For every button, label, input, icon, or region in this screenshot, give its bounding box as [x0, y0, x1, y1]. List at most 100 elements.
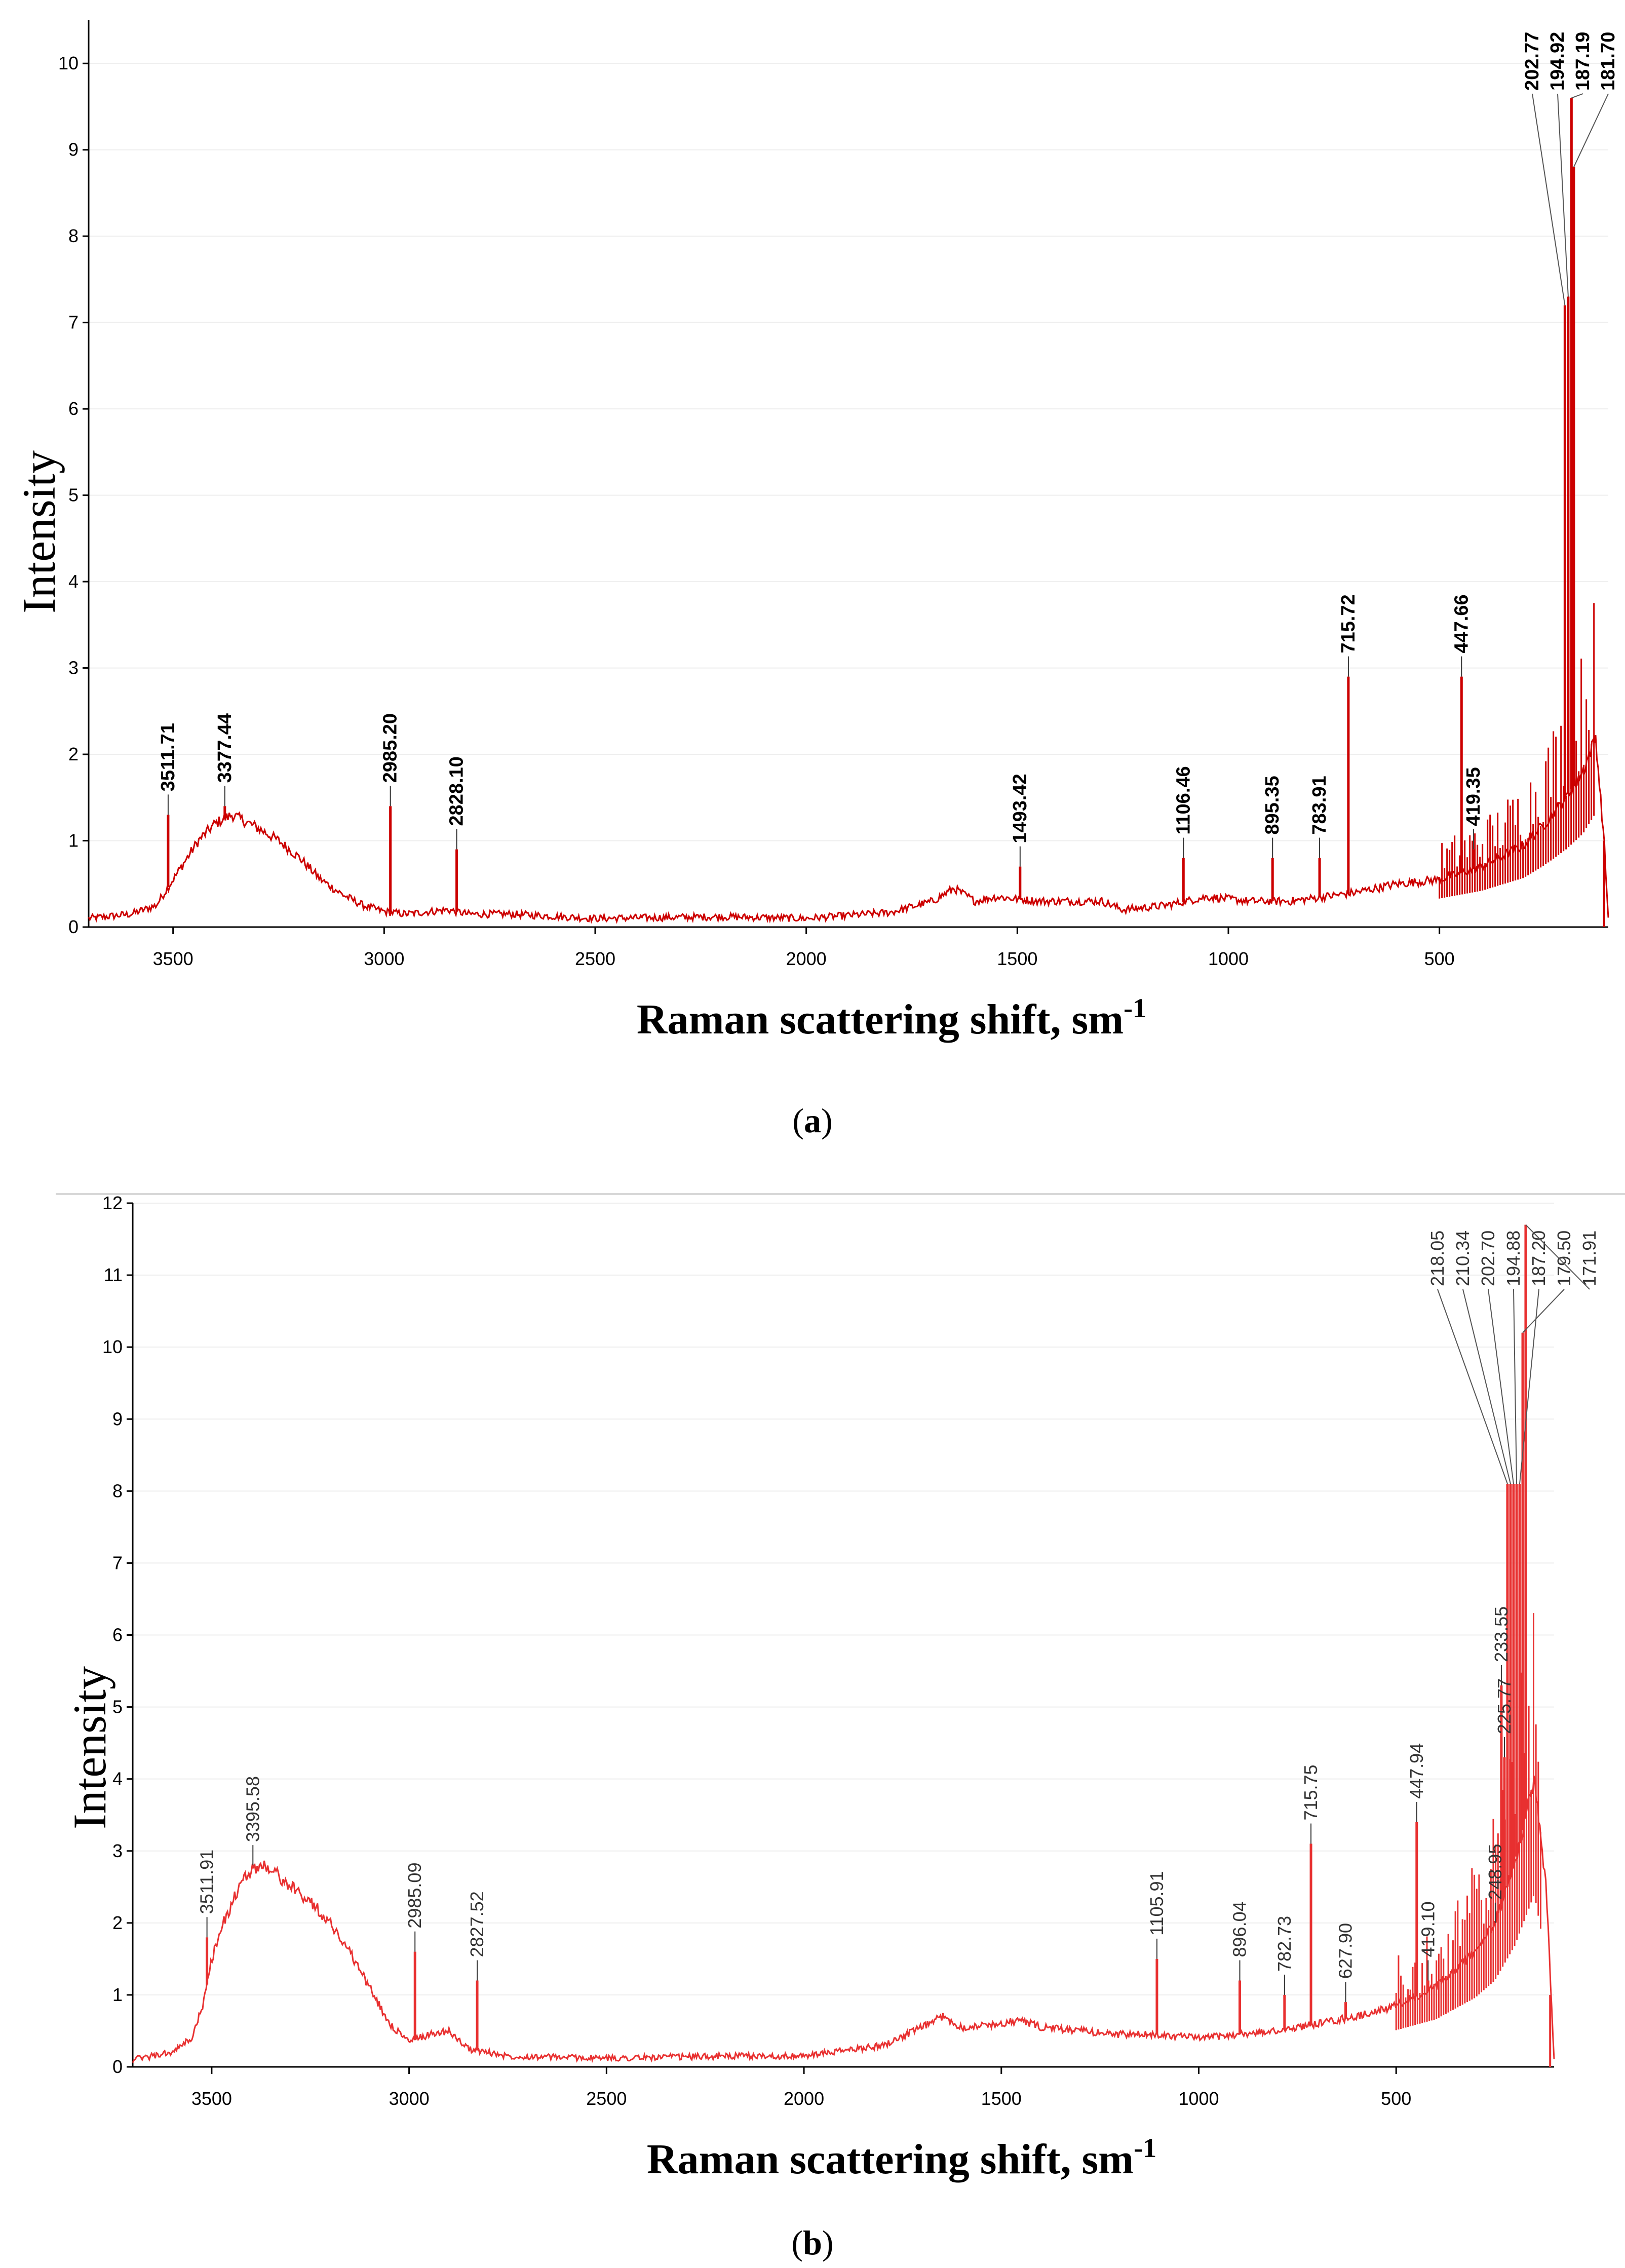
- panel-a-x-tick-label: 1500: [997, 948, 1037, 969]
- panel-a-y-tick-label: 1: [68, 830, 79, 851]
- panel-b-peak-label: 3511.91: [197, 1850, 217, 1914]
- panel-a-y-tick-label: 2: [68, 744, 79, 764]
- panel-b-y-tick-label: 11: [104, 1264, 123, 1285]
- panel-a-x-tick-labels: 3500 3000 2500 2000 1500 1000 500: [153, 948, 1455, 969]
- panel-b-y-tick-label: 1: [112, 1984, 123, 2005]
- panel-b-y-tick-label: 8: [112, 1480, 123, 1501]
- panel-b-x-tick-label: 3000: [389, 2088, 430, 2109]
- panel-a-peak-leader: [1532, 93, 1566, 305]
- panel-a-x-axis-label-text: Raman scattering shift, sm: [637, 996, 1124, 1043]
- panel-b-x-tick-label: 3500: [191, 2088, 232, 2109]
- panel-a-y-tick-label: 3: [68, 658, 79, 678]
- panel-a-peak-label: 194.92: [1547, 32, 1568, 91]
- panel-b-y-tick-label: 4: [112, 1769, 123, 1789]
- panel-a-peak-label: 187.19: [1572, 32, 1594, 91]
- panel-a-x-tick-label: 3000: [364, 948, 404, 969]
- panel-b-x-axis-label-superscript: -1: [1134, 2133, 1156, 2163]
- panel-a-peak-label: 419.35: [1463, 767, 1484, 826]
- panel-b-x-tick-label: 500: [1381, 2088, 1411, 2109]
- panel-b-spectrum: [132, 1224, 1555, 2067]
- panel-b-peak-label: 627.90: [1335, 1923, 1356, 1979]
- panel-a-peak-label: 181.70: [1598, 32, 1619, 91]
- panel-b-peak-leader: [1525, 1224, 1590, 1290]
- panel-b-x-axis-label: Raman scattering shift, sm-1: [647, 2133, 1156, 2183]
- panel-b-x-tick-label: 1500: [981, 2088, 1022, 2109]
- panel-a-peak-label: 447.66: [1451, 594, 1472, 653]
- panel-a-peak-label: 3377.44: [214, 713, 236, 783]
- panel-b-peak-label: 171.91: [1579, 1231, 1600, 1286]
- panel-a-caption-letter: a: [804, 1101, 821, 1140]
- panel-b-peak-label: 225.77: [1494, 1678, 1515, 1734]
- panel-a-y-tick-label: 4: [68, 571, 79, 592]
- panel-a-y-tick-label: 0: [68, 916, 79, 937]
- panel-a-y-tick-label: 9: [68, 139, 79, 160]
- panel-b-y-tick-label: 12: [102, 1193, 123, 1213]
- panel-b-peak-leader: [1462, 1289, 1511, 1484]
- panel-b-peak-leader: [1437, 1289, 1508, 1484]
- panel-b-peak-label: 210.34: [1452, 1231, 1473, 1286]
- panel-a-peak-label: 202.77: [1522, 32, 1543, 91]
- panel-a-spectrum-line: [88, 735, 1609, 924]
- panel-b-peak-label: 187.20: [1528, 1231, 1549, 1286]
- panel-b-y-tick-label: 9: [112, 1408, 123, 1429]
- panel-a-x-tick-label: 3500: [153, 948, 194, 969]
- panel-b-gridlines: [133, 1203, 1554, 2067]
- panel-b-x-tick-labels: 3500 3000 2500 2000 1500 1000 500: [191, 2088, 1411, 2109]
- panel-b-caption: (b): [791, 2223, 833, 2262]
- panel-a-peak-label: 783.91: [1309, 776, 1330, 834]
- panel-b-peak-label: 3395.58: [242, 1776, 263, 1842]
- panel-b-x-tick-label: 2500: [586, 2088, 627, 2109]
- panel-a-y-axis-label: Intensity: [13, 450, 65, 613]
- panel-a-peak-label: 1106.46: [1173, 766, 1194, 834]
- panel-b-y-tick-label: 5: [112, 1697, 123, 1717]
- panel-a-spectrum: [88, 98, 1609, 927]
- panel-a-axes: [83, 20, 1608, 934]
- panel-b-peak-leader: [1519, 1289, 1539, 1484]
- panel-a-x-axis-label-superscript: -1: [1124, 993, 1146, 1023]
- panel-b-y-tick-label: 10: [102, 1336, 123, 1357]
- panel-b-y-tick-label: 2: [112, 1912, 123, 1933]
- panel-b-peak-label: 248.95: [1485, 1844, 1505, 1900]
- panel-a-x-tick-label: 1000: [1208, 948, 1249, 969]
- panel-a-peak-leader: [1557, 93, 1569, 297]
- panel-a-gridlines: [89, 63, 1608, 928]
- panel-b-peak-label: 896.04: [1229, 1901, 1250, 1957]
- panel-b-peak-label: 194.88: [1503, 1231, 1524, 1286]
- panel-b-caption-letter: b: [803, 2223, 822, 2262]
- panel-b-peak-label: 233.55: [1491, 1606, 1512, 1662]
- panel-b-peak-leader: [1513, 1289, 1518, 1484]
- panel-a-caption: (a): [792, 1101, 832, 1140]
- panel-a-x-tick-label: 2500: [575, 948, 615, 969]
- panel-b-peak-label: 1105.91: [1146, 1871, 1167, 1935]
- panel-b-y-tick-label: 7: [112, 1552, 123, 1573]
- panel-b-y-tick-label: 3: [112, 1840, 123, 1861]
- panel-b-peak-label: 419.10: [1417, 1901, 1438, 1957]
- panel-b-x-axis-label-text: Raman scattering shift, sm: [647, 2136, 1134, 2183]
- panel-a-x-tick-label: 2000: [786, 948, 827, 969]
- panel-b-peak-label: 782.73: [1274, 1916, 1295, 1972]
- panel-b-peak-leader: [1488, 1289, 1514, 1484]
- panel-a: 0 1 2 3 4 5 6 7 8 9 10 3500 3000 2500 2000 1500 1000 500…: [13, 20, 1619, 1140]
- panel-b-y-axis-label: Intensity: [64, 1666, 115, 1829]
- panel-a-x-tick-label: 500: [1424, 948, 1455, 969]
- panel-a-peak-label: 895.35: [1262, 776, 1283, 834]
- panel-b-peak-label: 202.70: [1478, 1231, 1498, 1286]
- panel-a-peak-label: 1493.42: [1010, 774, 1031, 843]
- panel-a-peak-label: 3511.71: [158, 723, 179, 791]
- panel-a-y-tick-label: 10: [58, 53, 79, 73]
- panel-a-peak-leader: [1573, 93, 1609, 168]
- panel-a-peak-label: 2985.20: [380, 713, 401, 783]
- panel-b-y-tick-label: 6: [112, 1625, 123, 1645]
- panel-b-peak-label: 715.75: [1300, 1764, 1321, 1820]
- panel-a-y-tick-label: 7: [68, 312, 79, 333]
- panel-b-peak-leader: [1522, 1289, 1565, 1333]
- panel-a-y-tick-label: 6: [68, 398, 79, 419]
- panel-b-y-tick-label: 0: [112, 2056, 123, 2077]
- panel-a-peak-label: 715.72: [1338, 594, 1359, 653]
- panel-a-y-tick-label: 5: [68, 485, 79, 506]
- panel-b-peak-label: 2985.09: [404, 1863, 425, 1929]
